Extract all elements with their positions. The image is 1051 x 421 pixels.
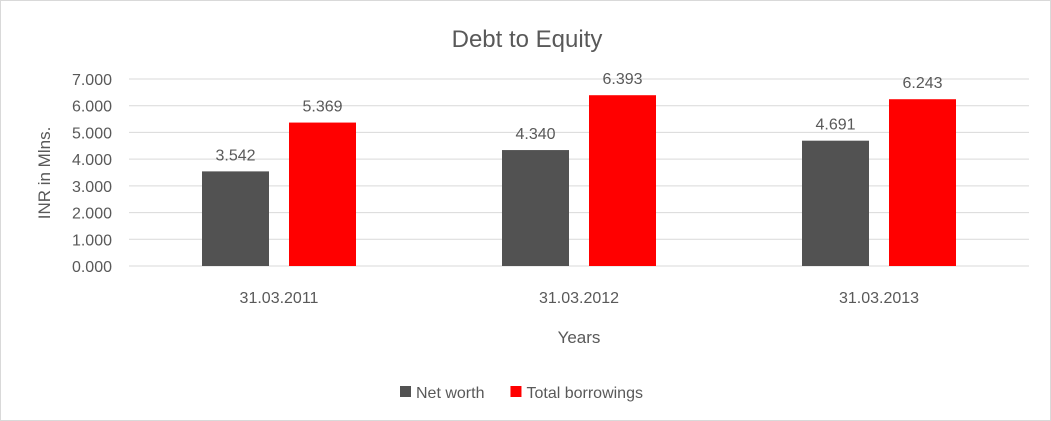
bar-total-borrowings [589, 95, 656, 266]
x-axis-label: Years [558, 328, 601, 347]
y-tick-label: 3.000 [72, 179, 112, 196]
legend-label: Total borrowings [526, 385, 643, 402]
x-tick-label: 31.03.2013 [839, 290, 919, 307]
bar-net-worth [502, 150, 569, 266]
data-label: 5.369 [302, 99, 342, 116]
data-label: 4.691 [815, 117, 855, 134]
bar-net-worth [202, 171, 269, 266]
data-label: 3.542 [215, 147, 255, 164]
y-tick-label: 0.000 [72, 259, 112, 276]
y-axis-label: INR in Mlns. [35, 127, 54, 220]
legend-swatch [400, 386, 411, 397]
legend-label: Net worth [416, 385, 484, 402]
y-tick-label: 7.000 [72, 72, 112, 89]
legend-swatch [510, 386, 522, 397]
y-tick-label: 1.000 [72, 232, 112, 249]
data-label: 6.393 [602, 71, 642, 88]
y-tick-label: 2.000 [72, 206, 112, 223]
y-tick-label: 4.000 [72, 152, 112, 169]
bar-total-borrowings [889, 99, 956, 266]
bar-net-worth [802, 140, 869, 266]
data-label: 6.243 [902, 75, 942, 92]
y-tick-label: 5.000 [72, 125, 112, 142]
data-label: 4.340 [515, 126, 555, 143]
y-tick-label: 6.000 [72, 99, 112, 116]
x-tick-label: 31.03.2012 [539, 290, 619, 307]
bar-total-borrowings [289, 122, 356, 266]
chart-title: Debt to Equity [452, 26, 603, 53]
x-tick-label: 31.03.2011 [240, 290, 319, 307]
